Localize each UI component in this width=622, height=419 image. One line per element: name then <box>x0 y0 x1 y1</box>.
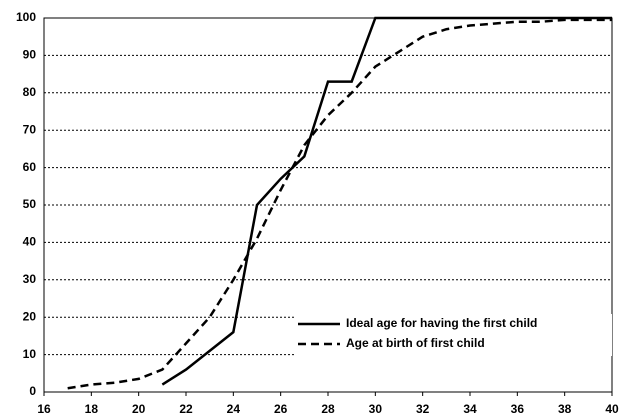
legend-label: Age at birth of first child <box>346 336 485 350</box>
y-tick-label: 100 <box>16 10 36 24</box>
y-tick-label: 10 <box>23 347 37 361</box>
legend-label: Ideal age for having the first child <box>346 316 537 330</box>
y-tick-label: 40 <box>23 235 37 249</box>
legend-box <box>294 314 612 356</box>
x-tick-label: 36 <box>511 402 525 416</box>
y-tick-label: 20 <box>23 309 37 323</box>
x-tick-label: 20 <box>132 402 146 416</box>
y-tick-label: 0 <box>29 384 36 398</box>
y-tick-label: 90 <box>23 48 37 62</box>
x-tick-label: 38 <box>558 402 572 416</box>
y-tick-label: 30 <box>23 272 37 286</box>
x-tick-label: 18 <box>85 402 99 416</box>
series-line <box>67 18 612 390</box>
y-tick-label: 80 <box>23 85 37 99</box>
x-tick-label: 22 <box>179 402 193 416</box>
y-tick-label: 70 <box>23 122 37 136</box>
x-tick-label: 28 <box>321 402 335 416</box>
x-tick-label: 34 <box>463 402 477 416</box>
series-line <box>161 16 612 386</box>
x-tick-label: 32 <box>416 402 430 416</box>
x-tick-label: 24 <box>227 402 241 416</box>
y-tick-label: 60 <box>23 160 37 174</box>
y-tick-label: 50 <box>23 197 37 211</box>
x-tick-label: 26 <box>274 402 288 416</box>
plot-frame <box>43 17 613 393</box>
x-tick-label: 16 <box>37 402 51 416</box>
x-tick-label: 40 <box>605 402 619 416</box>
x-tick-label: 30 <box>369 402 383 416</box>
